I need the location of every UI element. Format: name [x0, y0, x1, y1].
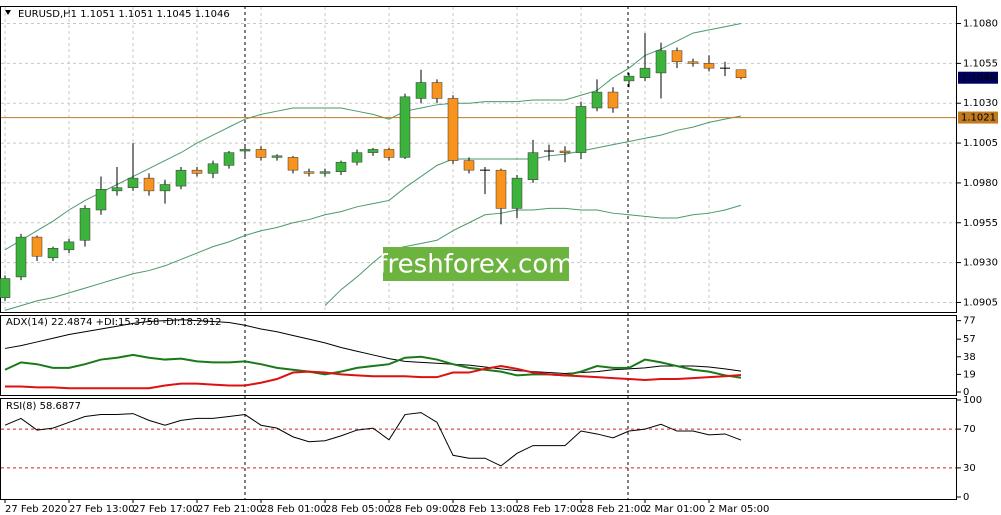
candle-body: [463, 160, 475, 171]
y-tick-label: 1.1055: [963, 58, 998, 69]
series-line: [4, 353, 742, 379]
last-price-box: [958, 71, 998, 84]
x-tick-label: 28 Feb 05:00: [325, 504, 391, 515]
candle-body: [431, 82, 443, 99]
candle-body: [671, 50, 683, 63]
candle-body: [63, 241, 75, 251]
price-line-label: 1.1021: [961, 113, 996, 124]
candle-body: [607, 91, 619, 109]
y-tick-label: 1.1080: [963, 19, 998, 30]
y-tick-label: 100: [963, 395, 982, 406]
candle-body: [559, 150, 571, 153]
y-tick-label: 1.1005: [963, 138, 998, 149]
candle-body: [127, 177, 139, 188]
candle-body: [383, 149, 395, 158]
x-tick-label: 28 Feb 13:00: [453, 504, 519, 515]
candle-body: [287, 157, 299, 171]
candle-body: [639, 67, 651, 78]
candle-body: [591, 91, 603, 109]
panel-title: ADX(14) 22.4874 +DI:15.3758 -DI:18.2912: [6, 317, 222, 328]
y-tick-label: 0: [963, 492, 969, 503]
candle-body: [159, 184, 171, 192]
candle-body: [367, 149, 379, 153]
candle-body: [575, 106, 587, 153]
candle-body: [527, 152, 539, 180]
series-line: [4, 23, 742, 251]
x-tick-label: 2 Mar 05:00: [709, 504, 769, 515]
candle-body: [143, 177, 155, 192]
y-tick-label: 1.0955: [963, 218, 998, 229]
x-tick-label: 27 Feb 2020: [5, 504, 67, 515]
y-tick-label: 70: [963, 424, 976, 435]
y-tick-label: 1.0980: [963, 178, 998, 189]
y-tick-label: 38: [963, 352, 976, 363]
main-panel: [0, 6, 957, 313]
candle-body: [79, 208, 91, 241]
candle-body: [319, 171, 331, 174]
candle-body: [47, 248, 59, 259]
candle-body: [655, 50, 667, 74]
x-tick-label: 28 Feb 17:00: [517, 504, 583, 515]
candle-body: [95, 189, 107, 211]
candle-body: [223, 152, 235, 166]
candle-body: [303, 171, 315, 174]
candle-body: [335, 161, 347, 172]
panel-title: RSI(8) 58.6877: [6, 401, 81, 412]
x-tick-label: 28 Feb 09:00: [389, 504, 455, 515]
candle-body: [255, 149, 267, 158]
candle-body: [31, 236, 43, 257]
symbol-arrow: [5, 10, 11, 15]
candle-body: [0, 278, 11, 298]
candle-body: [399, 96, 411, 158]
y-tick-label: 1.0930: [963, 258, 998, 269]
candle-body: [191, 169, 203, 174]
x-tick-label: 27 Feb 17:00: [133, 504, 199, 515]
y-tick-label: 1.1030: [963, 98, 998, 109]
series-line: [4, 412, 742, 467]
candle-body: [175, 169, 187, 187]
price-line-box: [958, 111, 998, 124]
series-line: [5, 365, 742, 390]
candle-body: [687, 61, 699, 64]
x-tick-label: 28 Feb 01:00: [261, 504, 327, 515]
candle-body: [111, 187, 123, 192]
adx-panel: [0, 315, 957, 396]
watermark: freshforex.com: [378, 250, 573, 280]
series-line: [4, 115, 742, 311]
y-tick-label: 19: [963, 369, 976, 380]
y-tick-label: 77: [963, 316, 976, 327]
y-tick-label: 30: [963, 463, 976, 474]
candle-body: [415, 82, 427, 99]
y-tick-label: 1.0905: [963, 297, 998, 308]
x-tick-label: 28 Feb 21:00: [581, 504, 647, 515]
last-price-label: 1.1046: [961, 73, 996, 84]
y-tick-label: 0: [963, 387, 969, 398]
watermark-box: [383, 247, 569, 281]
candle-body: [351, 152, 363, 163]
candle-body: [271, 155, 283, 158]
candle-body: [703, 63, 715, 69]
candle-body: [511, 177, 523, 209]
x-tick-label: 27 Feb 13:00: [69, 504, 135, 515]
candle-body: [735, 69, 747, 78]
candle-body: [495, 169, 507, 209]
candle-body: [239, 149, 251, 152]
y-tick-label: 57: [963, 334, 976, 345]
candle-body: [623, 75, 635, 82]
candle-body: [15, 236, 27, 278]
rsi-panel: [0, 398, 957, 500]
candle-body: [207, 163, 219, 174]
candle-body: [447, 98, 459, 161]
panel-title: EURUSD,H1 1.1051 1.1051 1.1045 1.1046: [18, 9, 230, 20]
x-tick-label: 27 Feb 21:00: [197, 504, 263, 515]
x-tick-label: 2 Mar 01:00: [645, 504, 705, 515]
series-line: [4, 319, 742, 374]
